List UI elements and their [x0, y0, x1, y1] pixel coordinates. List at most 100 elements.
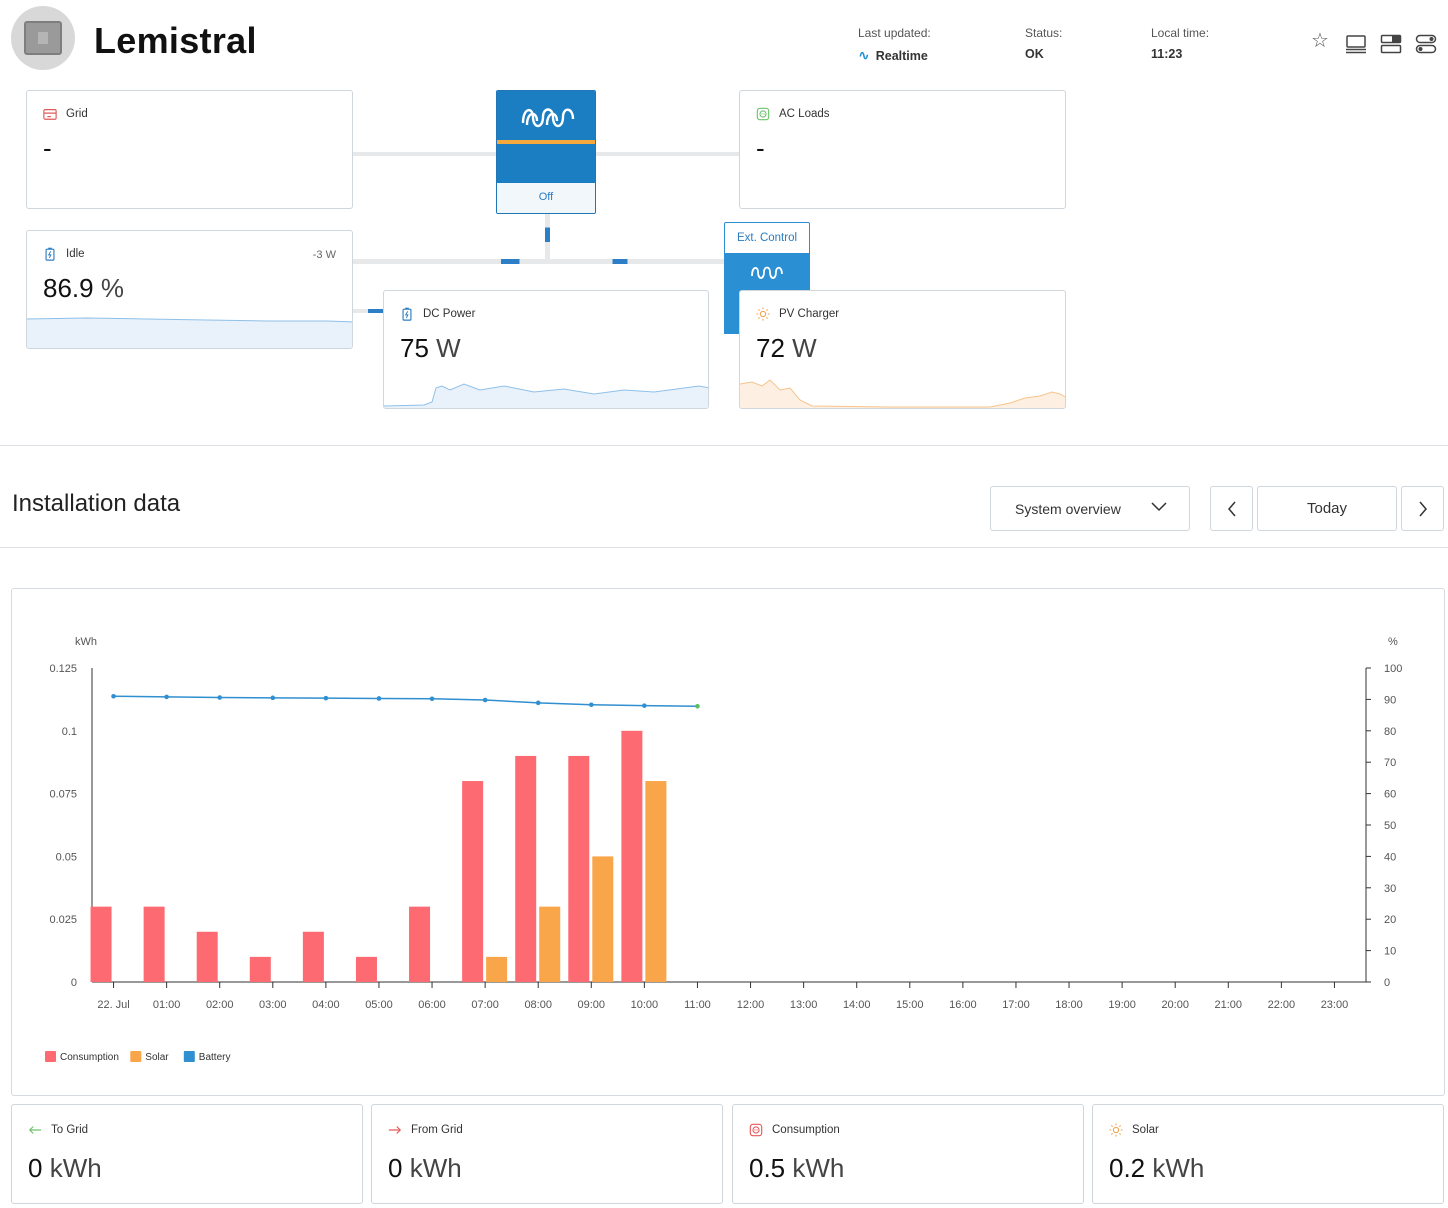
bar-consumption [302, 931, 324, 982]
from-grid-value: 0 [388, 1153, 403, 1183]
x-tick-label: 02:00 [206, 999, 234, 1011]
chart-panel: kWh% 0 0.025 0.05 0.075 0.1 0.125 0 10 20 30 40 50 60… [11, 588, 1445, 1096]
left-tick-label: 0.075 [49, 789, 77, 801]
grid-value: - [43, 133, 52, 163]
bar-consumption [196, 931, 218, 982]
battery-point [270, 695, 276, 701]
dc-power-icon [402, 307, 412, 321]
favorite-star-icon[interactable]: ☆ [1311, 30, 1329, 52]
x-tick-label: 06:00 [418, 999, 446, 1011]
right-tick-label: 90 [1384, 694, 1396, 706]
to-grid-unit: kWh [49, 1153, 102, 1183]
ac-loads-label: AC Loads [779, 108, 830, 120]
victron-mppt-logo-icon [751, 266, 783, 279]
stat-to-grid: To Grid 0 kWh [11, 1104, 363, 1204]
left-tick-label: 0.1 [62, 726, 77, 738]
right-tick-label: 30 [1384, 883, 1396, 895]
pv-charger-unit: W [792, 333, 817, 363]
battery-point [217, 695, 223, 700]
x-tick-label: 12:00 [737, 999, 765, 1011]
consumption-icon [749, 1123, 763, 1137]
bar-solar [539, 906, 561, 982]
x-tick-label: 16:00 [949, 999, 977, 1011]
local-time-label: Local time: [1151, 26, 1210, 40]
dc-power-card[interactable]: DC Power 75 W [383, 290, 709, 409]
today-button[interactable]: Today [1257, 486, 1397, 531]
view-select[interactable]: System overview [990, 486, 1190, 531]
solar-value: 0.2 [1109, 1153, 1146, 1183]
inverter-block[interactable]: Off [496, 90, 596, 214]
right-tick-label: 70 [1384, 757, 1396, 769]
legend-label-solar: Solar [145, 1052, 169, 1063]
x-tick-label: 10:00 [631, 999, 659, 1011]
consumption-unit: kWh [792, 1153, 845, 1183]
battery-point [429, 696, 435, 702]
bar-consumption [621, 730, 643, 982]
arrow-right-icon [388, 1126, 402, 1134]
sun-icon [756, 307, 770, 321]
left-tick-label: 0.125 [49, 663, 77, 675]
battery-card[interactable]: Idle -3 W 86.9 % [26, 230, 353, 349]
x-tick-label: 07:00 [471, 999, 499, 1011]
to-grid-value: 0 [28, 1153, 43, 1183]
toggle-settings-icon[interactable] [1415, 34, 1437, 54]
dashboard-layout-icon[interactable] [1345, 34, 1367, 54]
battery-dc-wire [352, 309, 384, 313]
local-time: Local time: 11:23 [1151, 26, 1209, 61]
battery-soc-value: 86.9 [43, 273, 94, 303]
pv-charger-label: PV Charger [779, 308, 840, 320]
grid-label: Grid [66, 108, 88, 120]
battery-point [323, 695, 329, 701]
pv-charger-card[interactable]: PV Charger 72 W [739, 290, 1066, 409]
x-tick-label: 20:00 [1161, 999, 1189, 1011]
sun-icon [1109, 1123, 1123, 1137]
legend-label-consumption: Consumption [60, 1052, 119, 1063]
x-tick-label: 09:00 [578, 999, 606, 1011]
dc-power-reading: 75 W [400, 333, 461, 364]
dc-power-sparkline [384, 383, 708, 408]
ac-loads-icon [756, 107, 770, 121]
bar-solar [486, 956, 508, 982]
dc-power-value: 75 [400, 333, 429, 363]
bar-solar [592, 856, 614, 982]
left-tick-label: 0.05 [56, 851, 77, 863]
right-tick-label: 80 [1384, 726, 1396, 738]
right-tick-label: 50 [1384, 820, 1396, 832]
battery-point [588, 702, 594, 708]
solar-label: Solar [1132, 1124, 1159, 1136]
ac-loads-card[interactable]: AC Loads - [739, 90, 1066, 209]
previous-period-button[interactable] [1210, 486, 1253, 531]
status-value: OK [1025, 47, 1044, 61]
installation-title: Installation data [12, 490, 181, 517]
battery-soc: 86.9 % [43, 273, 124, 304]
grid-card[interactable]: Grid - [26, 90, 353, 209]
x-tick-label: 18:00 [1055, 999, 1083, 1011]
x-tick-label: 01:00 [153, 999, 181, 1011]
dc-power-label: DC Power [423, 308, 476, 320]
view-select-value: System overview [1015, 500, 1121, 517]
bar-consumption [409, 906, 431, 982]
battery-point [535, 700, 541, 706]
x-tick-label: 22. Jul [97, 999, 129, 1011]
last-updated-value: Realtime [875, 48, 928, 63]
battery-point [376, 696, 382, 701]
solar-unit: kWh [1152, 1153, 1205, 1183]
legend-swatch-solar [130, 1051, 142, 1062]
legend-label-battery: Battery [199, 1052, 231, 1063]
x-tick-label: 05:00 [365, 999, 393, 1011]
device-avatar [11, 6, 75, 70]
left-tick-label: 0 [71, 977, 77, 989]
status: Status: OK [1025, 26, 1062, 61]
legend-swatch-consumption [45, 1051, 56, 1062]
bar-solar [645, 781, 667, 982]
ext-control-tag: Ext. Control [724, 222, 810, 254]
panels-layout-icon[interactable] [1380, 34, 1402, 54]
x-tick-label: 03:00 [259, 999, 287, 1011]
last-updated-label: Last updated: [858, 26, 931, 40]
grid-wire [352, 152, 497, 156]
x-tick-label: 17:00 [1002, 999, 1030, 1011]
ac-loads-wire [596, 152, 740, 156]
legend-swatch-battery [183, 1051, 195, 1062]
consumption-value: 0.5 [749, 1153, 786, 1183]
next-period-button[interactable] [1401, 486, 1444, 531]
